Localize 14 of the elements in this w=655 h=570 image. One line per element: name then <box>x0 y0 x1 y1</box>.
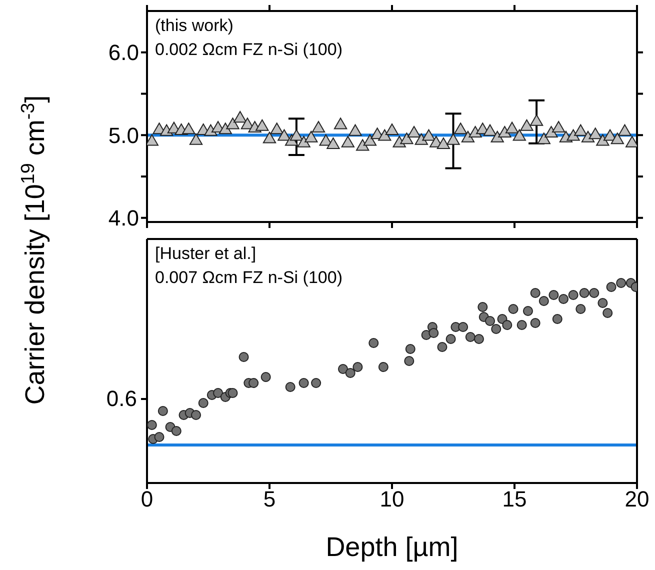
y-tick-label: 5.0 <box>108 122 139 148</box>
x-tick-label: 20 <box>624 486 650 512</box>
text: [Huster et al.] <box>155 243 258 265</box>
annotation: 0.007 Ωcm FZ n-Si (100) <box>155 267 342 289</box>
x-tick-label: 0 <box>140 486 154 512</box>
annotation: (this work) <box>155 15 234 37</box>
y-tick-label: 4.0 <box>108 206 139 231</box>
y-tick-label: 6.0 <box>108 40 139 66</box>
text: 0.6 <box>106 386 137 412</box>
x-tick-label: 5 <box>263 486 276 512</box>
x-axis-title: Depth [µm] <box>326 532 458 562</box>
x-tick-label: 15 <box>502 486 527 512</box>
x-tick-label: 10 <box>380 486 404 512</box>
annotation: 0.002 Ωcm FZ n-Si (100) <box>155 39 342 61</box>
